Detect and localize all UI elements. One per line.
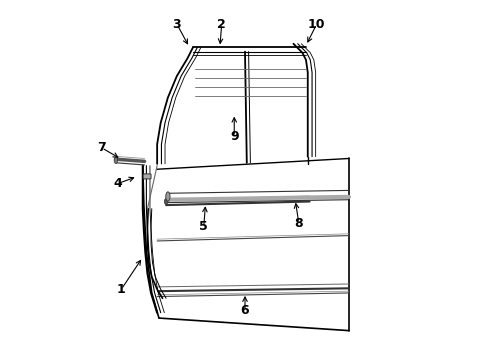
Text: 7: 7: [97, 141, 106, 154]
Text: 3: 3: [172, 18, 181, 31]
Text: 1: 1: [117, 283, 125, 296]
Ellipse shape: [164, 199, 168, 204]
Text: 9: 9: [230, 130, 239, 144]
Text: 4: 4: [113, 177, 122, 190]
FancyBboxPatch shape: [143, 174, 151, 179]
Ellipse shape: [166, 192, 170, 201]
Text: 5: 5: [199, 220, 208, 233]
Text: 8: 8: [294, 216, 303, 230]
Ellipse shape: [114, 157, 118, 163]
Text: 10: 10: [308, 18, 325, 31]
Text: 6: 6: [241, 305, 249, 318]
Text: 2: 2: [218, 18, 226, 31]
